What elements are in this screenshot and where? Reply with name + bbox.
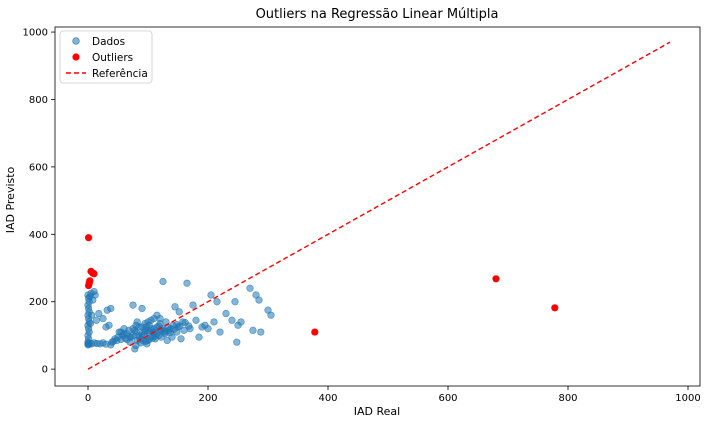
data-point: [117, 328, 125, 336]
outlier-point: [84, 234, 93, 242]
x-tick-label: 1000: [675, 393, 700, 404]
data-point: [156, 314, 164, 323]
data-point: [142, 323, 150, 331]
data-point: [86, 320, 94, 328]
data-point: [192, 316, 200, 324]
data-point: [92, 316, 100, 324]
data-point: [145, 335, 153, 344]
data-point: [207, 291, 215, 299]
data-point: [249, 326, 257, 334]
y-tick-label: 0: [42, 365, 48, 376]
data-point: [126, 333, 134, 341]
outlier-point: [492, 275, 500, 283]
reference-line: [87, 41, 671, 370]
y-tick-label: 800: [29, 95, 48, 106]
data-point: [138, 304, 146, 313]
data-point: [246, 284, 254, 292]
data-point: [204, 325, 212, 333]
data-point: [129, 301, 137, 309]
x-tick-label: 400: [318, 393, 337, 404]
x-tick-label: 0: [85, 393, 91, 404]
data-point: [139, 337, 147, 345]
data-point: [176, 322, 184, 330]
outlier-point: [551, 304, 559, 312]
data-point: [107, 304, 115, 313]
data-point: [216, 328, 224, 336]
x-tick-label: 800: [558, 393, 577, 404]
legend-label: Referência: [92, 68, 148, 80]
x-axis-label: IAD Real: [354, 405, 400, 418]
data-point: [175, 308, 183, 316]
outlier-point: [84, 281, 93, 290]
data-point: [222, 309, 230, 318]
data-point: [255, 296, 263, 304]
data-point: [228, 316, 236, 324]
data-point: [185, 322, 193, 330]
y-tick-label: 400: [29, 230, 48, 241]
data-point: [159, 277, 167, 286]
data-point: [189, 301, 197, 309]
chart-title: Outliers na Regressão Linear Múltipla: [256, 7, 499, 22]
data-point: [257, 328, 265, 336]
outlier-point: [311, 328, 319, 336]
y-tick-label: 1000: [23, 28, 48, 39]
data-point: [151, 332, 159, 340]
data-point: [237, 318, 245, 326]
legend-point-marker: [72, 53, 80, 61]
outlier-point: [90, 270, 98, 278]
data-point: [95, 309, 103, 318]
legend-point-marker: [72, 37, 80, 45]
data-point: [177, 335, 185, 343]
data-point: [99, 314, 107, 323]
plot-frame: [54, 26, 701, 387]
legend-label: Dados: [92, 36, 125, 48]
data-point: [213, 298, 221, 306]
data-point: [87, 311, 96, 319]
y-tick-label: 600: [29, 162, 48, 173]
data-point: [131, 326, 139, 334]
data-point: [171, 303, 179, 311]
data-point: [210, 318, 218, 326]
y-tick-label: 200: [29, 297, 48, 308]
legend: Dados Outliers Referência: [59, 30, 153, 84]
data-point: [183, 279, 191, 287]
y-axis-label: IAD Previsto: [4, 166, 17, 233]
data-point: [267, 311, 275, 319]
x-tick-label: 600: [438, 393, 457, 404]
data-point: [231, 298, 239, 306]
data-point: [195, 333, 203, 341]
legend-box: [59, 30, 153, 84]
legend-label: Outliers: [92, 52, 133, 64]
data-point: [105, 321, 113, 329]
x-tick-label: 200: [198, 393, 217, 404]
data-point: [91, 291, 99, 299]
data-point: [233, 338, 241, 346]
data-point: [133, 318, 141, 326]
